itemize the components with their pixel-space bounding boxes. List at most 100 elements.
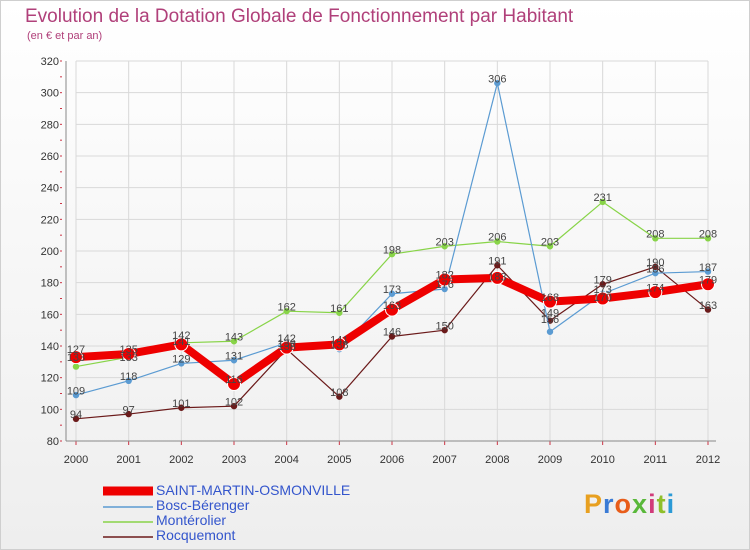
data-label: 187 — [699, 262, 717, 274]
data-label: 108 — [330, 387, 348, 399]
legend-label-saint-martin: SAINT-MARTIN-OSMONVILLE — [156, 482, 351, 498]
data-point-saint-martin-osmonville — [227, 377, 241, 391]
data-label: 138 — [330, 339, 348, 351]
data-label: 150 — [435, 320, 453, 332]
y-tick-label: 320 — [41, 56, 59, 68]
data-point-rocquemont — [388, 333, 396, 340]
data-label: 208 — [699, 229, 717, 241]
data-point-monterolier — [336, 309, 343, 316]
data-point-saint-martin-osmonville — [543, 294, 557, 309]
data-label: 97 — [123, 404, 135, 416]
data-label: 203 — [541, 236, 559, 248]
data-point-bosc-berenger — [704, 268, 712, 275]
data-label: 163 — [383, 300, 401, 312]
data-point-rocquemont — [125, 410, 132, 418]
data-label: 131 — [225, 350, 243, 362]
x-tick-label: 2004 — [274, 454, 298, 466]
legend-label-rocquemont: Rocquemont — [156, 527, 236, 543]
data-label: 135 — [119, 344, 137, 356]
y-tick-label: 260 — [41, 151, 59, 163]
data-label: 149 — [541, 308, 559, 320]
x-tick-label: 2010 — [590, 454, 614, 466]
data-point-bosc-berenger — [546, 328, 554, 335]
x-tick-label: 2012 — [696, 454, 720, 466]
data-point-monterolier — [388, 250, 396, 258]
data-point-saint-martin-osmonville — [174, 337, 189, 352]
data-point-rocquemont — [494, 262, 501, 269]
data-label: 176 — [435, 279, 453, 291]
logo-letter: r — [603, 489, 615, 519]
data-label: 141 — [330, 335, 348, 347]
data-point-rocquemont — [652, 263, 659, 271]
data-label: 179 — [593, 274, 611, 286]
data-label: 142 — [277, 333, 295, 345]
data-label: 306 — [488, 73, 506, 85]
data-label: 203 — [435, 236, 453, 248]
data-point-monterolier — [230, 338, 238, 345]
y-tick-label: 200 — [41, 246, 59, 258]
y-tick-label: 280 — [41, 119, 59, 131]
data-point-monterolier — [72, 363, 80, 370]
data-point-bosc-berenger — [441, 285, 448, 293]
data-label: 133 — [119, 352, 137, 364]
data-label: 182 — [435, 270, 453, 282]
data-point-saint-martin-osmonville — [437, 272, 452, 287]
x-tick-label: 2006 — [380, 454, 404, 466]
y-tick-label: 180 — [41, 278, 59, 290]
legend-swatch-bosc-berenger — [103, 506, 153, 508]
data-point-saint-martin-osmonville — [121, 346, 136, 361]
logo-letter: t — [656, 489, 667, 519]
y-tick-label: 100 — [41, 404, 59, 416]
logo-letter: i — [666, 489, 676, 519]
data-label: 163 — [699, 300, 717, 312]
data-point-rocquemont — [704, 306, 712, 313]
legend-swatch-saint-martin — [103, 486, 153, 496]
data-point-monterolier — [441, 243, 448, 250]
data-label: 161 — [330, 303, 348, 315]
data-label: 142 — [172, 330, 190, 342]
x-tick-label: 2011 — [644, 454, 668, 466]
data-label: 183 — [488, 271, 506, 283]
y-tick-label: 240 — [41, 183, 59, 195]
data-point-bosc-berenger — [494, 79, 501, 87]
data-label: 191 — [488, 255, 506, 267]
data-point-monterolier — [283, 307, 290, 315]
data-label: 156 — [541, 314, 559, 326]
data-point-monterolier — [599, 198, 606, 206]
x-tick-label: 2005 — [327, 454, 351, 466]
data-point-rocquemont — [336, 393, 343, 400]
data-point-saint-martin-osmonville — [69, 350, 83, 365]
legend-label-bosc-berenger: Bosc-Bérenger — [156, 497, 250, 513]
x-tick-label: 2000 — [64, 454, 88, 466]
data-label: 94 — [70, 409, 82, 421]
data-point-saint-martin-osmonville — [332, 337, 347, 352]
x-tick-label: 2008 — [485, 454, 509, 466]
data-point-rocquemont — [72, 415, 80, 423]
data-point-saint-martin-osmonville — [701, 277, 715, 292]
x-tick-label: 2003 — [222, 454, 246, 466]
data-point-monterolier — [494, 238, 501, 245]
legend-label-monterolier: Montérolier — [156, 512, 227, 528]
data-label: 138 — [277, 341, 295, 353]
data-label: 101 — [172, 398, 190, 410]
data-point-rocquemont — [599, 281, 606, 288]
y-tick-label: 140 — [41, 341, 59, 353]
data-point-bosc-berenger — [652, 269, 659, 277]
legend-swatch-rocquemont — [103, 536, 153, 538]
data-point-monterolier — [704, 235, 712, 242]
data-label: 109 — [67, 385, 85, 397]
data-label: 170 — [593, 292, 611, 304]
x-tick-label: 2007 — [432, 454, 456, 466]
data-label: 127 — [67, 344, 85, 356]
data-label: 139 — [277, 338, 295, 350]
data-point-bosc-berenger — [388, 290, 396, 297]
legend-swatch-monterolier — [103, 521, 153, 523]
data-point-saint-martin-osmonville — [648, 285, 663, 300]
data-point-saint-martin-osmonville — [385, 302, 399, 317]
data-label: 206 — [488, 232, 506, 244]
data-point-bosc-berenger — [72, 391, 80, 399]
y-tick-label: 220 — [41, 214, 59, 226]
data-label: 141 — [172, 336, 190, 348]
